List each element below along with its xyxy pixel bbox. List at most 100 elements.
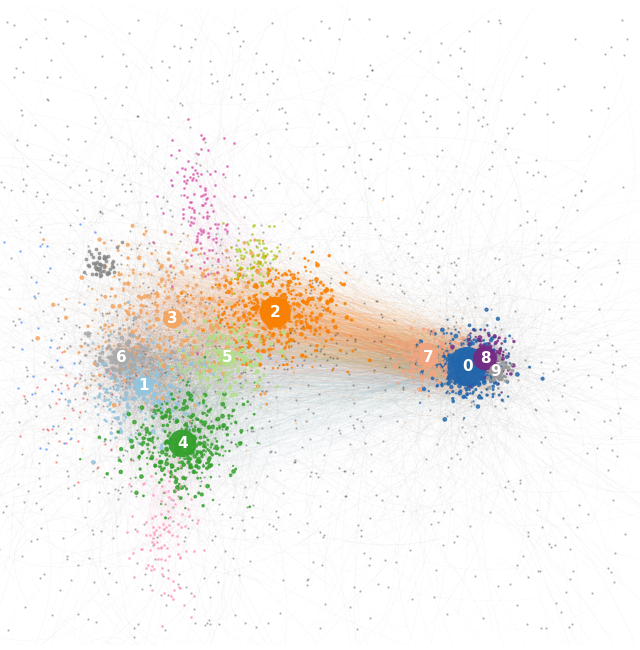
Point (451, 331, 461, 341)
Point (189, 434, 200, 444)
Point (232, 347, 242, 358)
Point (490, 352, 500, 363)
Point (0, 507, 8, 517)
Point (96, 290, 106, 300)
Point (152, 314, 162, 324)
Point (474, 348, 484, 358)
Point (496, 368, 506, 378)
Point (459, 370, 469, 380)
Point (339, 465, 349, 476)
Point (390, 331, 400, 341)
Point (100, 359, 110, 369)
Point (202, 145, 212, 155)
Point (243, 278, 253, 288)
Point (354, 150, 364, 160)
Point (160, 426, 170, 437)
Point (460, 345, 470, 356)
Point (273, 318, 284, 328)
Point (83, 328, 93, 338)
Point (230, 417, 241, 428)
Point (198, 367, 209, 377)
Point (170, 472, 180, 482)
Point (141, 426, 151, 437)
Point (413, 356, 424, 366)
Point (260, 322, 271, 332)
Point (490, 339, 500, 350)
Point (232, 441, 243, 452)
Point (134, 451, 145, 462)
Point (289, 304, 300, 315)
Point (224, 336, 234, 346)
Point (168, 516, 178, 526)
Point (472, 345, 482, 356)
Point (204, 616, 214, 626)
Point (209, 332, 219, 342)
Point (99, 253, 109, 263)
Point (475, 332, 485, 343)
Point (79, 267, 90, 278)
Point (467, 350, 477, 361)
Point (232, 240, 242, 250)
Point (203, 268, 213, 279)
Point (127, 442, 137, 452)
Point (493, 367, 503, 377)
Point (199, 257, 209, 267)
Point (275, 296, 285, 307)
Point (131, 313, 141, 323)
Point (106, 473, 116, 484)
Point (456, 377, 467, 387)
Point (53, 315, 63, 326)
Point (198, 408, 208, 419)
Point (92, 243, 102, 254)
Point (266, 339, 276, 349)
Point (485, 351, 495, 361)
Point (119, 350, 129, 360)
Point (143, 439, 153, 450)
Point (342, 312, 352, 322)
Point (382, 31, 392, 42)
Point (180, 408, 190, 419)
Point (452, 449, 463, 460)
Point (175, 372, 186, 383)
Point (197, 371, 207, 382)
Point (497, 363, 507, 374)
Point (429, 226, 440, 236)
Point (191, 414, 202, 424)
Point (149, 443, 159, 453)
Point (59, 329, 69, 339)
Point (483, 358, 493, 369)
Point (451, 369, 461, 380)
Point (251, 47, 261, 58)
Point (547, 541, 557, 552)
Point (274, 359, 284, 370)
Point (93, 264, 103, 274)
Point (602, 464, 612, 474)
Point (166, 467, 176, 478)
Point (60, 393, 70, 404)
Point (438, 351, 449, 361)
Point (173, 454, 183, 464)
Point (36, 239, 47, 249)
Point (31, 191, 41, 202)
Point (171, 402, 181, 413)
Point (272, 333, 282, 344)
Point (447, 365, 458, 375)
Point (444, 367, 454, 377)
Point (115, 250, 125, 260)
Point (274, 246, 284, 256)
Point (154, 522, 164, 532)
Point (239, 310, 249, 320)
Point (159, 361, 169, 371)
Point (157, 412, 168, 423)
Point (174, 297, 184, 307)
Point (344, 14, 355, 24)
Point (13, 417, 24, 428)
Point (187, 349, 197, 359)
Point (507, 123, 517, 133)
Point (120, 362, 131, 372)
Point (150, 467, 161, 478)
Point (190, 358, 200, 369)
Point (468, 359, 478, 369)
Point (458, 347, 468, 358)
Point (432, 352, 442, 363)
